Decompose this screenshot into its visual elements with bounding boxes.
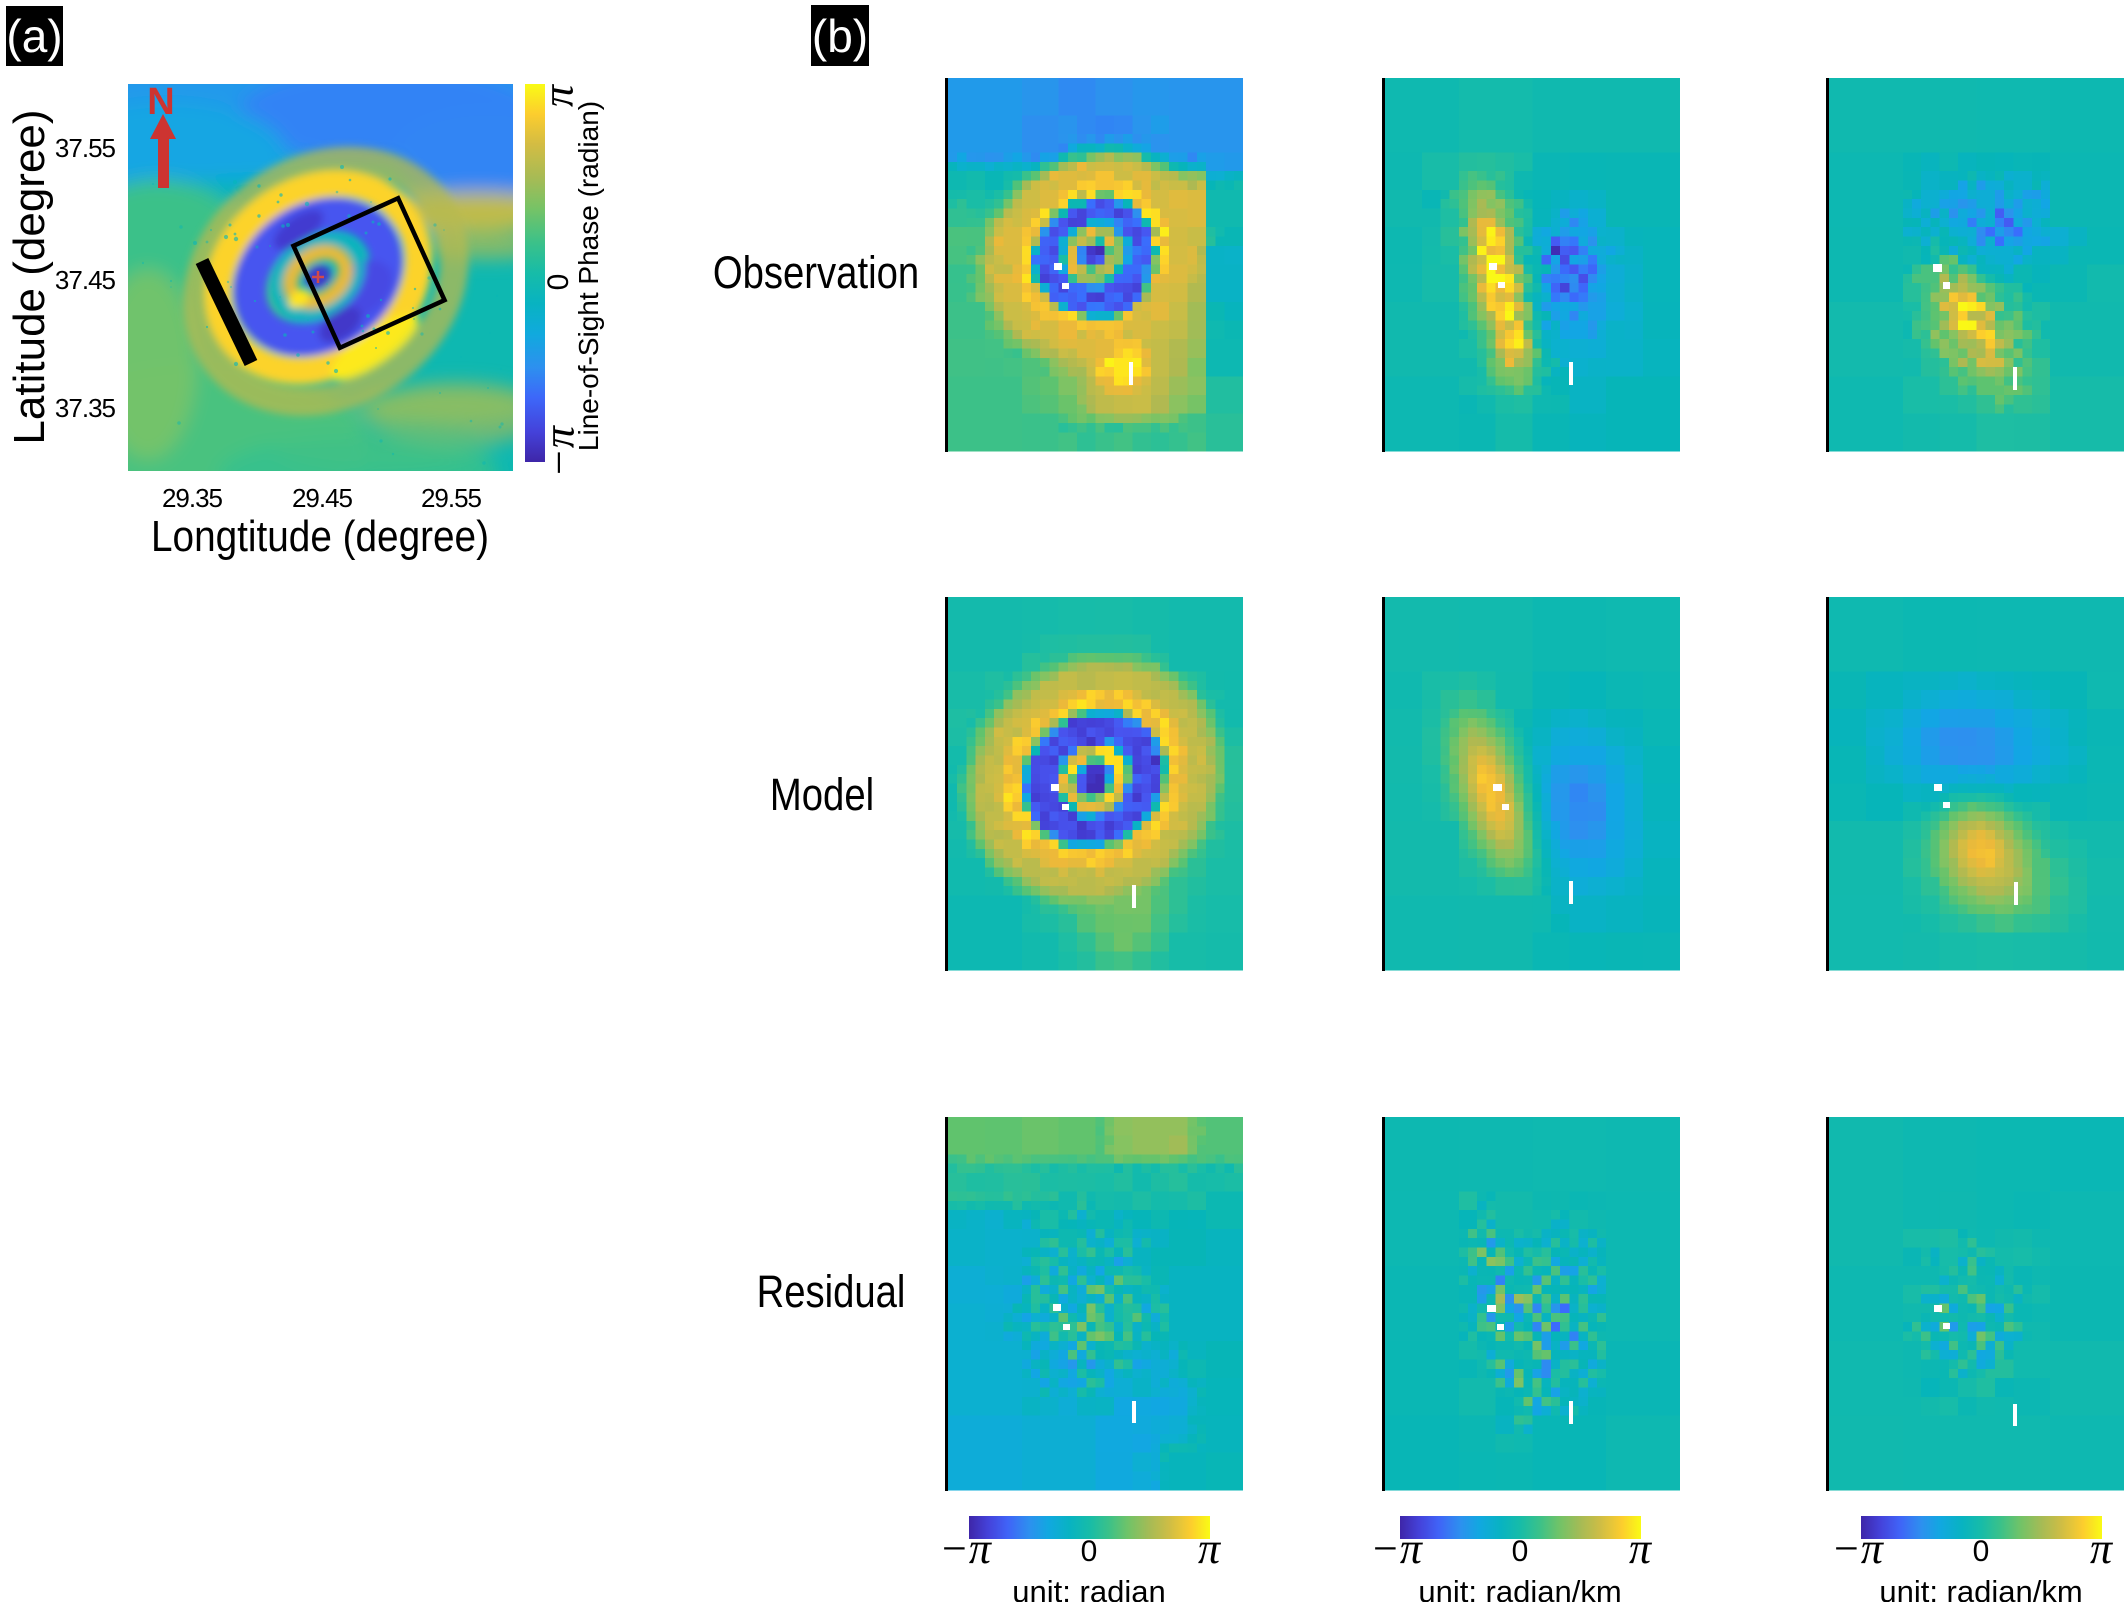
svg-text:N: N	[147, 84, 174, 123]
